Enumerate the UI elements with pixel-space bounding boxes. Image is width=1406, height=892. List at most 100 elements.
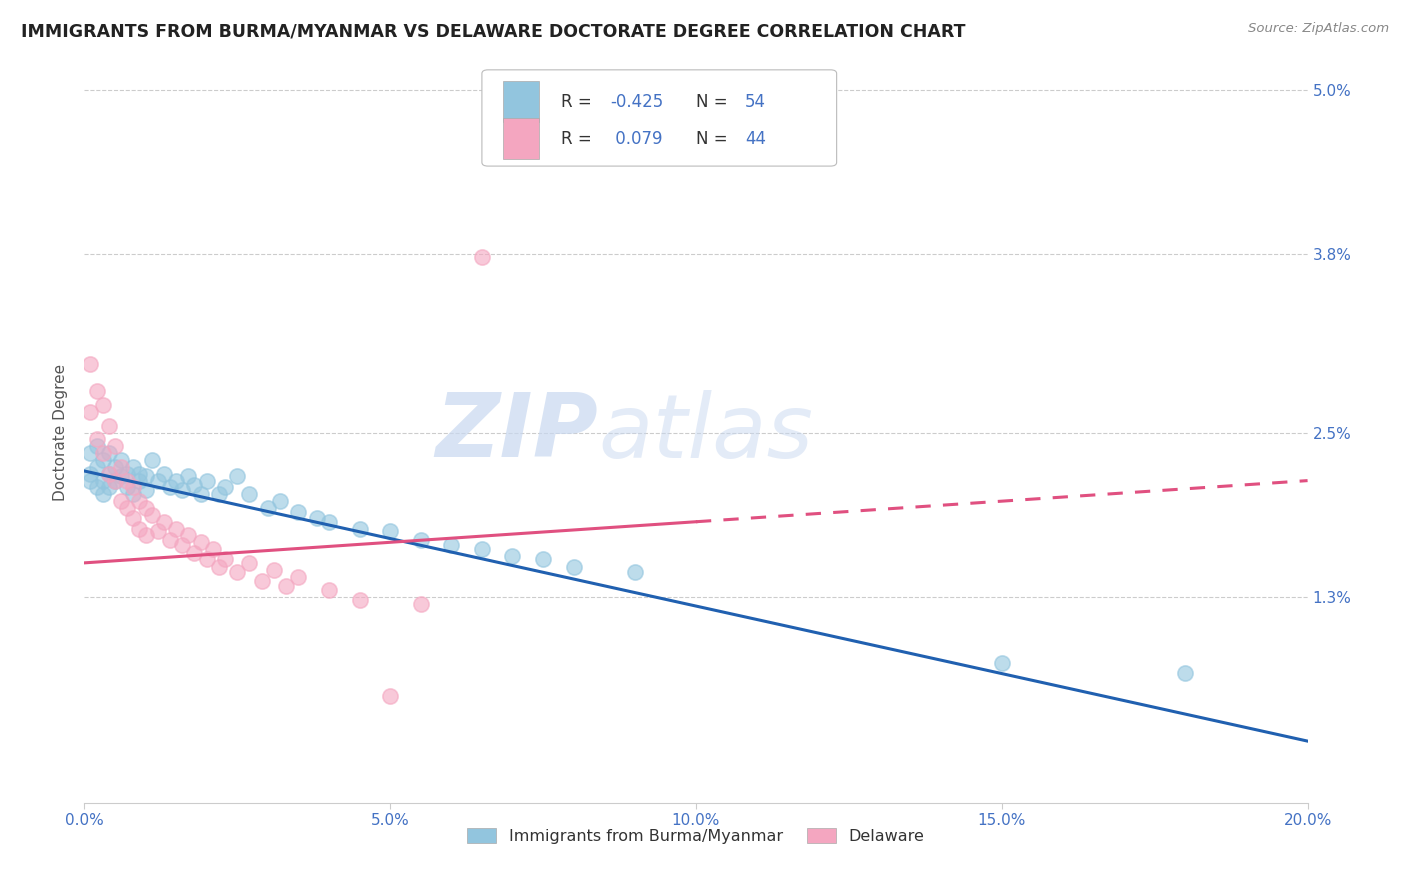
Point — [115, 501, 138, 516]
Point — [135, 501, 157, 516]
Point — [128, 522, 150, 536]
Point — [97, 467, 120, 481]
Point — [238, 556, 260, 570]
Point — [86, 459, 108, 474]
Point — [380, 524, 402, 539]
Point — [471, 250, 494, 264]
Point — [115, 474, 138, 488]
Point — [177, 469, 200, 483]
Point — [287, 505, 309, 519]
FancyBboxPatch shape — [503, 119, 540, 159]
Point — [128, 474, 150, 488]
Text: R =: R = — [561, 129, 603, 148]
Text: N =: N = — [696, 93, 733, 111]
FancyBboxPatch shape — [482, 70, 837, 166]
Point — [318, 583, 340, 598]
Point — [263, 563, 285, 577]
Point — [97, 446, 120, 460]
Point — [380, 689, 402, 703]
Point — [91, 487, 114, 501]
Point — [531, 551, 554, 566]
Text: atlas: atlas — [598, 390, 813, 475]
Point — [165, 522, 187, 536]
Text: ZIP: ZIP — [436, 389, 598, 476]
Point — [172, 483, 194, 498]
Text: 54: 54 — [745, 93, 766, 111]
Point — [195, 474, 218, 488]
Point — [190, 487, 212, 501]
FancyBboxPatch shape — [503, 81, 540, 122]
Point — [104, 459, 127, 474]
Point — [122, 480, 145, 494]
Point — [226, 566, 249, 580]
Point — [250, 574, 273, 588]
Point — [195, 551, 218, 566]
Point — [146, 524, 169, 539]
Point — [135, 469, 157, 483]
Point — [276, 579, 298, 593]
Point — [104, 439, 127, 453]
Point — [86, 384, 108, 399]
Point — [97, 418, 120, 433]
Point — [208, 560, 231, 574]
Point — [201, 542, 224, 557]
Text: N =: N = — [696, 129, 733, 148]
Point — [86, 439, 108, 453]
Point — [409, 597, 432, 611]
Point — [146, 474, 169, 488]
Point — [159, 480, 181, 494]
Point — [141, 453, 163, 467]
Point — [135, 528, 157, 542]
Point — [624, 566, 647, 580]
Point — [177, 528, 200, 542]
Point — [190, 535, 212, 549]
Point — [214, 551, 236, 566]
Point — [562, 560, 585, 574]
Point — [991, 656, 1014, 670]
Point — [238, 487, 260, 501]
Point — [91, 474, 114, 488]
Point — [135, 483, 157, 498]
Point — [115, 480, 138, 494]
Point — [141, 508, 163, 522]
Point — [287, 569, 309, 583]
Point — [159, 533, 181, 547]
Point — [97, 467, 120, 481]
Point — [153, 467, 176, 481]
Point — [226, 469, 249, 483]
Point — [318, 515, 340, 529]
Point — [122, 487, 145, 501]
Point — [91, 446, 114, 460]
Point — [97, 480, 120, 494]
Point — [1174, 665, 1197, 680]
Point — [183, 546, 205, 560]
Point — [214, 480, 236, 494]
Text: Source: ZipAtlas.com: Source: ZipAtlas.com — [1249, 22, 1389, 36]
Point — [115, 467, 138, 481]
Point — [183, 477, 205, 491]
Point — [128, 494, 150, 508]
Point — [79, 405, 101, 419]
Point — [269, 494, 291, 508]
Point — [91, 453, 114, 467]
Point — [79, 474, 101, 488]
Text: R =: R = — [561, 93, 598, 111]
Point — [122, 510, 145, 524]
Text: 0.079: 0.079 — [610, 129, 662, 148]
Point — [165, 474, 187, 488]
Text: 44: 44 — [745, 129, 766, 148]
Point — [122, 459, 145, 474]
Point — [104, 474, 127, 488]
Point — [110, 453, 132, 467]
Point — [305, 510, 328, 524]
Point — [502, 549, 524, 563]
Point — [104, 474, 127, 488]
Point — [110, 494, 132, 508]
Point — [172, 538, 194, 552]
Point — [86, 480, 108, 494]
Point — [349, 522, 371, 536]
Point — [440, 538, 463, 552]
Point — [471, 542, 494, 557]
Text: -0.425: -0.425 — [610, 93, 664, 111]
Legend: Immigrants from Burma/Myanmar, Delaware: Immigrants from Burma/Myanmar, Delaware — [461, 822, 931, 850]
